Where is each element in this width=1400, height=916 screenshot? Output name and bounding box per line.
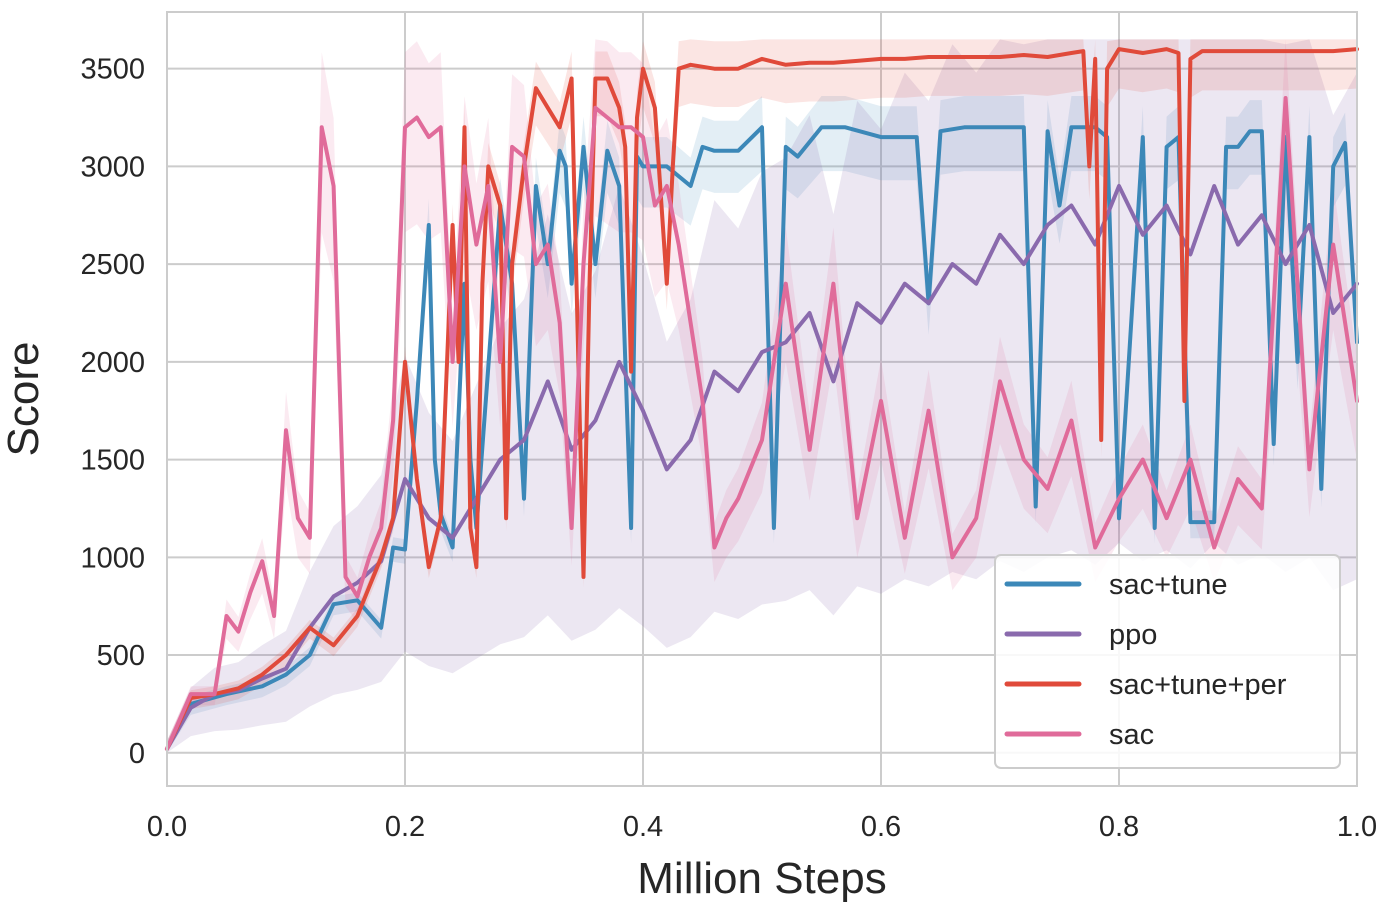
y-tick-labels: 0 500 1000 1500 2000 2500 3000 3500 [80,54,145,770]
legend-box [994,554,1341,769]
y-tick-label: 0 [129,738,145,770]
y-tick-label: 2500 [80,249,145,281]
y-axis-title: Score [0,342,48,457]
legend-label-sac-tune: sac+tune [1109,569,1228,601]
y-tick-label: 3500 [80,54,145,86]
y-tick-label: 2000 [80,347,145,379]
legend-label-sac-tune-per: sac+tune+per [1109,669,1287,701]
series-line-sac-tune [165,125,1359,751]
y-tick-label: 1000 [80,542,145,574]
series-line-sac-tune-per [165,47,1359,751]
series-line-sac [165,96,1359,751]
x-tick-label: 0.0 [147,811,187,843]
y-tick-label: 500 [97,640,145,672]
x-tick-label: 0.2 [385,811,425,843]
x-tick-label: 0.6 [861,811,901,843]
y-tick-label: 1500 [80,445,145,477]
series-lines [165,47,1359,751]
x-tick-label: 1.0 [1337,811,1377,843]
x-tick-label: 0.8 [1099,811,1139,843]
x-axis-title: Million Steps [637,854,886,903]
y-tick-label: 3000 [80,151,145,183]
legend-label-sac: sac [1109,719,1154,751]
legend-label-ppo: ppo [1109,619,1157,651]
plot-frame [166,11,1358,787]
legend: sac+tune ppo sac+tune+per sac [994,554,1341,769]
x-tick-labels: 0.0 0.2 0.4 0.6 0.8 1.0 [147,811,1377,843]
x-tick-label: 0.4 [623,811,663,843]
